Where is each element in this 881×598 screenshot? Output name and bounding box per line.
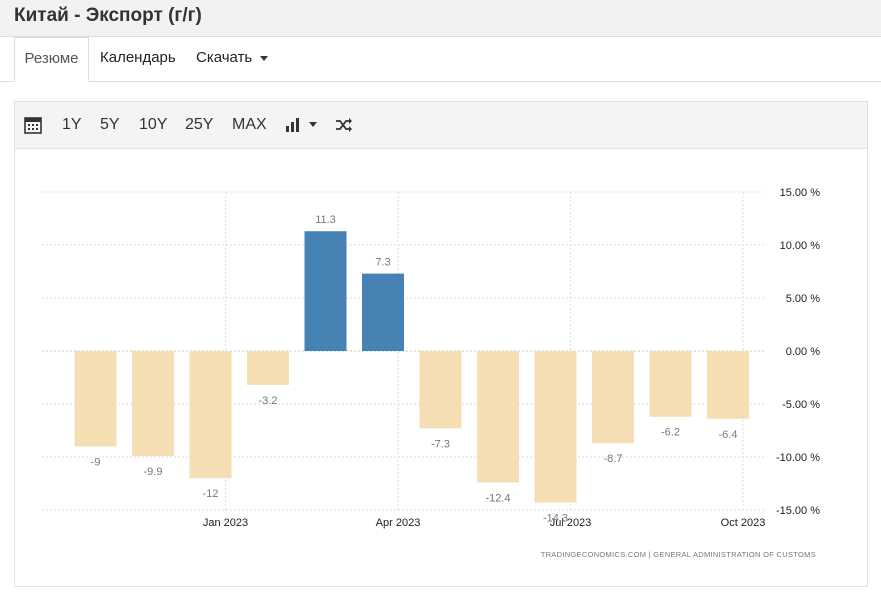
page-header: Китай - Экспорт (г/г): [0, 0, 881, 37]
y-tick-label: 0.00 %: [786, 346, 820, 358]
range-5y-button[interactable]: 5Y: [100, 116, 120, 133]
y-tick-label: -10.00 %: [776, 452, 820, 464]
bar: [247, 351, 289, 385]
shuffle-button[interactable]: [335, 102, 353, 148]
y-tick-label: 5.00 %: [786, 293, 820, 305]
chart-panel: 1Y 5Y 10Y 25Y MAX: [14, 101, 868, 587]
data-label: -12.4: [485, 492, 510, 504]
bar: [304, 231, 347, 351]
bar: [189, 351, 232, 479]
bar: [534, 351, 577, 503]
y-tick-label: 10.00 %: [780, 240, 821, 252]
tab-download[interactable]: Скачать: [196, 37, 269, 81]
data-label: -9.9: [144, 466, 163, 478]
range-25y-button[interactable]: 25Y: [185, 116, 214, 133]
data-label: -12: [203, 488, 219, 500]
data-label: 11.3: [315, 214, 336, 226]
tab-bar: Резюме Календарь Скачать: [0, 37, 881, 82]
y-tick-label: 15.00 %: [780, 187, 821, 199]
data-label: 7.3: [375, 257, 390, 269]
source-note: TRADINGECONOMICS.COM | GENERAL ADMINISTR…: [541, 550, 816, 559]
chevron-down-icon: [260, 55, 269, 61]
page-title: Китай - Экспорт (г/г): [14, 5, 202, 26]
bar: [132, 351, 174, 456]
chart-toolbar: 1Y 5Y 10Y 25Y MAX: [15, 102, 867, 149]
shuffle-icon: [336, 117, 352, 132]
chart-type-button[interactable]: [285, 102, 318, 148]
bar: [477, 351, 519, 483]
y-tick-label: -15.00 %: [776, 505, 820, 517]
bar: [362, 273, 404, 351]
x-tick-label: Jan 2023: [203, 517, 248, 529]
x-tick-label: Apr 2023: [376, 517, 421, 529]
bar: [707, 351, 749, 419]
data-label: -8.7: [604, 453, 623, 465]
x-tick-label: Jul 2023: [550, 517, 592, 529]
range-10y-button[interactable]: 10Y: [139, 116, 168, 133]
data-label: -6.4: [719, 429, 738, 441]
bar-chart-icon: [286, 117, 299, 132]
range-max-button[interactable]: MAX: [232, 116, 267, 133]
calendar-icon[interactable]: [24, 102, 42, 148]
x-tick-label: Oct 2023: [721, 517, 766, 529]
data-label: -3.2: [259, 395, 278, 407]
data-label: -9: [91, 456, 101, 468]
tab-download-label: Скачать: [196, 49, 253, 66]
tab-calendar-label: Календарь: [100, 49, 176, 66]
tab-summary-label: Резюме: [24, 50, 79, 67]
tab-summary[interactable]: Резюме: [14, 37, 89, 82]
range-1y-button[interactable]: 1Y: [62, 116, 82, 133]
bar: [592, 351, 634, 444]
chevron-down-icon: [309, 122, 318, 128]
data-label: -6.2: [661, 427, 680, 439]
bar: [649, 351, 692, 417]
tab-calendar[interactable]: Календарь: [100, 37, 176, 81]
bar: [74, 351, 117, 447]
data-label: -14.3: [543, 513, 568, 525]
bar: [419, 351, 462, 429]
data-label: -7.3: [431, 438, 450, 450]
y-tick-label: -5.00 %: [782, 399, 820, 411]
